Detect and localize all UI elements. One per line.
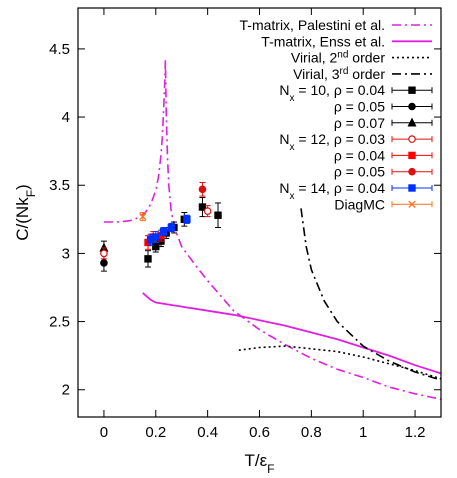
legend-entry-diagmc: DiagMC — [334, 196, 433, 212]
point-n10_004-6 — [198, 197, 207, 218]
y-tick-label: 3 — [62, 245, 70, 262]
point-n10_005-0 — [100, 254, 108, 272]
point-n14_004-1 — [152, 231, 160, 243]
legend-label: DiagMC — [334, 196, 385, 212]
x-tick-label: 0.8 — [301, 424, 322, 441]
legend-swatch — [408, 200, 416, 208]
point-diagmc-0 — [139, 212, 147, 222]
point-n14_004-4 — [183, 214, 191, 224]
point-n12_003-1 — [203, 205, 212, 218]
line-tmatrix_enss — [142, 292, 441, 375]
legend-entry-n12_004: ρ = 0.04 — [334, 147, 433, 163]
x-axis-label: T/εF — [244, 451, 274, 476]
line-virial3 — [300, 208, 441, 381]
legend-label: ρ = 0.05 — [334, 164, 385, 180]
legend-label: Virial, 3rd order — [293, 65, 385, 82]
point-n10_004-0 — [144, 250, 152, 268]
legend-swatch — [408, 184, 416, 192]
legend-entry-n10_007: ρ = 0.07 — [334, 115, 433, 131]
y-tick-label: 3.5 — [49, 177, 70, 194]
point-n12_003-0 — [100, 247, 108, 260]
y-axis-label: C/(NkF) — [13, 184, 38, 240]
y-tick-label: 4 — [62, 109, 70, 126]
legend-label: T-matrix, Palestini et al. — [240, 17, 386, 33]
x-tick-label: 0.4 — [197, 424, 218, 441]
legend-entry-tmatrix_palestini: T-matrix, Palestini et al. — [240, 17, 432, 33]
x-tick-label: 1 — [359, 424, 367, 441]
legend-label: Virial, 2nd order — [291, 49, 385, 66]
legend-swatch — [408, 167, 416, 176]
legend-swatch — [408, 86, 416, 94]
point-n14_004-3 — [167, 222, 176, 233]
y-tick-label: 2 — [62, 382, 70, 399]
legend-entry-n10_005: ρ = 0.05 — [334, 99, 433, 115]
legend-swatch — [408, 135, 416, 143]
legend-swatch — [408, 151, 416, 160]
line-tmatrix_palestini — [103, 59, 441, 401]
y-tick-label: 2.5 — [49, 314, 70, 331]
y-tick-label: 4.5 — [49, 41, 70, 58]
legend-label: ρ = 0.05 — [334, 99, 385, 115]
x-tick-label: 0.2 — [145, 424, 166, 441]
legend-label: ρ = 0.07 — [334, 115, 385, 131]
point-n12_005-0 — [198, 182, 207, 197]
point-n14_004-2 — [159, 226, 168, 237]
line-virial2 — [238, 345, 441, 380]
legend-label: T-matrix, Enss et al. — [261, 33, 385, 49]
legend-entry-tmatrix_enss: T-matrix, Enss et al. — [261, 33, 432, 49]
x-tick-label: 0 — [100, 424, 108, 441]
x-tick-label: 1.2 — [405, 424, 426, 441]
x-tick-label: 0.6 — [249, 424, 270, 441]
legend: T-matrix, Palestini et al.T-matrix, Enss… — [240, 17, 433, 212]
plot-area — [99, 59, 441, 401]
legend-entry-virial3: Virial, 3rd order — [293, 65, 432, 82]
legend-swatch — [407, 117, 417, 127]
legend-entry-n12_005: ρ = 0.05 — [334, 164, 433, 180]
legend-label: ρ = 0.04 — [334, 147, 385, 163]
legend-entry-virial2: Virial, 2nd order — [291, 49, 432, 66]
point-n10_004-7 — [214, 202, 222, 228]
legend-swatch — [408, 102, 416, 111]
